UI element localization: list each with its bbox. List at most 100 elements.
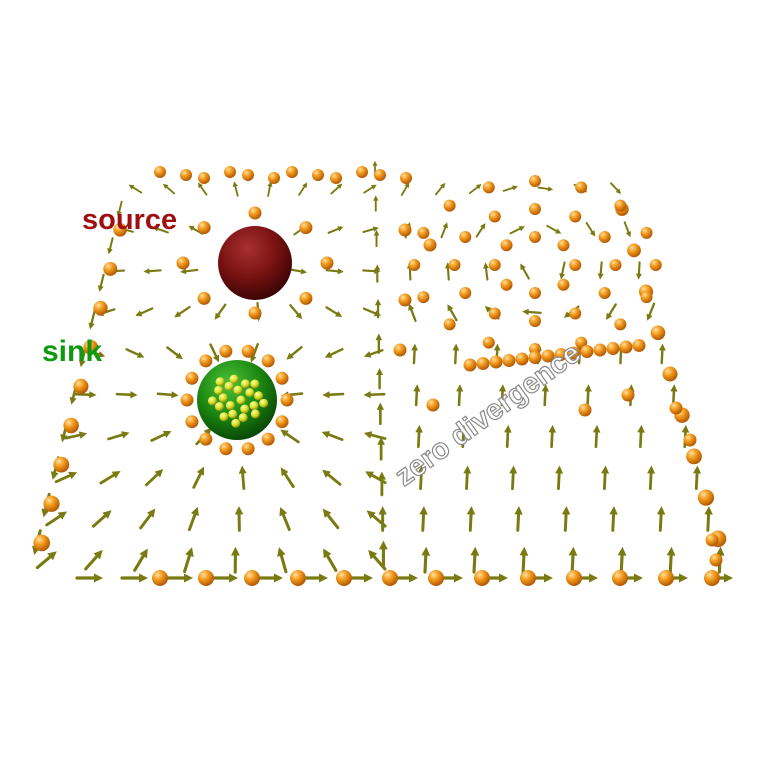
- field-arrow: [363, 391, 386, 399]
- field-arrow: [635, 261, 642, 280]
- particle: [529, 175, 541, 187]
- particle: [312, 169, 324, 181]
- sink-particle: [225, 400, 235, 410]
- field-arrow: [617, 546, 627, 574]
- particle: [428, 570, 444, 586]
- field-arrow: [468, 184, 482, 195]
- particle: [275, 415, 289, 429]
- field-arrow: [97, 273, 105, 292]
- sink-particle: [219, 412, 229, 422]
- field-arrow: [139, 508, 156, 530]
- sink-particle: [229, 374, 239, 384]
- particle: [356, 166, 368, 178]
- field-arrow: [323, 548, 338, 572]
- field-arrow: [64, 431, 88, 440]
- field-arrow: [99, 470, 121, 485]
- field-arrow: [74, 391, 97, 399]
- particle: [408, 259, 421, 271]
- particle: [197, 221, 211, 235]
- particle: [275, 371, 289, 385]
- field-arrow: [377, 471, 386, 497]
- field-arrow: [120, 573, 148, 583]
- particle: [244, 570, 260, 586]
- field-arrow: [537, 186, 554, 192]
- particle: [280, 393, 294, 407]
- particle: [185, 415, 199, 429]
- field-arrow: [255, 573, 283, 583]
- field-arrow: [125, 348, 145, 358]
- field-arrow: [498, 384, 507, 407]
- particle: [686, 448, 702, 465]
- field-arrow: [400, 182, 410, 196]
- field-arrow: [509, 226, 525, 235]
- field-arrow: [115, 391, 138, 399]
- field-arrow: [592, 424, 601, 449]
- sink-particle: [214, 385, 224, 395]
- field-arrow: [322, 391, 345, 399]
- field-arrow: [656, 506, 666, 532]
- particle: [554, 348, 568, 361]
- particle: [103, 261, 118, 276]
- particle: [520, 570, 536, 586]
- particle: [176, 256, 190, 270]
- sink-particle: [245, 388, 255, 398]
- field-arrow: [232, 181, 239, 197]
- particle: [502, 354, 516, 367]
- field-arrow: [548, 424, 557, 449]
- field-arrow: [504, 424, 512, 449]
- field-arrow: [144, 469, 164, 487]
- particle: [320, 256, 334, 270]
- field-arrow: [419, 506, 428, 532]
- particle: [632, 339, 646, 352]
- field-arrow: [373, 195, 379, 212]
- particle: [614, 318, 627, 331]
- particle: [224, 166, 236, 178]
- field-arrow: [135, 307, 154, 317]
- particle: [417, 291, 430, 304]
- sink-particle: [228, 409, 238, 419]
- particle: [709, 553, 723, 567]
- particle: [261, 354, 275, 368]
- field-arrow: [561, 506, 571, 532]
- particle: [185, 371, 199, 385]
- field-arrow: [459, 424, 468, 449]
- field-arrow: [165, 573, 193, 583]
- field-arrow: [411, 343, 418, 365]
- field-arrow: [143, 268, 162, 275]
- particle: [614, 199, 627, 212]
- particle: [423, 238, 437, 252]
- field-arrow: [209, 343, 220, 363]
- field-arrow: [324, 347, 344, 358]
- field-arrow: [363, 184, 377, 194]
- field-arrow: [693, 465, 702, 490]
- field-arrow: [88, 310, 96, 330]
- particle: [482, 336, 495, 349]
- field-arrow: [107, 237, 114, 255]
- field-arrow: [609, 506, 618, 532]
- field-arrow: [520, 263, 530, 280]
- particle: [649, 259, 662, 271]
- particle: [683, 433, 697, 447]
- field-arrow: [376, 367, 384, 390]
- field-arrow: [286, 346, 303, 360]
- field-arrow: [174, 305, 191, 318]
- field-arrow: [463, 465, 472, 490]
- field-arrow: [447, 304, 458, 322]
- particle: [268, 172, 280, 184]
- particle: [443, 318, 456, 331]
- particle: [443, 199, 456, 212]
- field-arrow: [666, 546, 676, 574]
- sink-particle: [218, 393, 228, 403]
- particle: [459, 287, 472, 299]
- field-arrow: [298, 182, 308, 196]
- field-arrow: [456, 384, 464, 407]
- particle: [219, 442, 233, 456]
- field-arrow: [606, 303, 617, 321]
- sink-particle: [249, 401, 259, 411]
- particle: [219, 344, 233, 358]
- particle: [417, 226, 430, 239]
- particle: [500, 278, 513, 291]
- field-arrow: [322, 508, 340, 530]
- field-arrow: [156, 391, 179, 399]
- sink-particle: [240, 379, 250, 389]
